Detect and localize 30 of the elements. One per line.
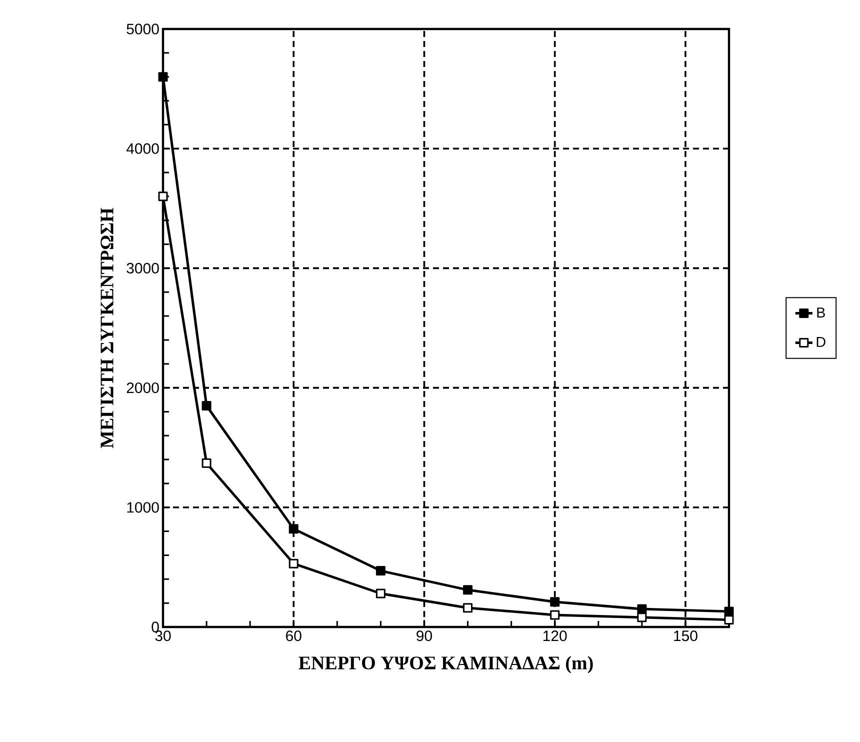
point — [158, 72, 168, 82]
point — [550, 597, 560, 607]
y-tick-label: 2000 — [126, 382, 159, 394]
y-tick-label: 5000 — [126, 24, 159, 34]
y-tick-label: 3000 — [126, 262, 159, 274]
legend-label: B — [817, 308, 825, 318]
point — [376, 566, 386, 576]
y-axis-title: ΜΕΓΙΣΤΗ ΣΥΓΚΕΝΤΡΩΣΗ — [100, 208, 114, 448]
x-axis-title: ΕΝΕΡΓΟ ΥΨΟΣ ΚΑΜΙΝΑΔΑΣ (m) — [298, 656, 593, 674]
point — [463, 585, 473, 595]
point — [158, 192, 168, 202]
x-tick-label: 90 — [416, 630, 432, 642]
x-tick-label: 150 — [674, 630, 698, 642]
point — [202, 458, 212, 468]
y-tick-label: 4000 — [126, 143, 159, 154]
point — [202, 400, 212, 410]
x-tick-label: 30 — [155, 630, 171, 642]
point — [463, 603, 473, 613]
point — [724, 606, 734, 616]
y-tick-label: 1000 — [127, 502, 159, 513]
point — [376, 588, 386, 598]
point — [550, 610, 560, 620]
x-tick-label: 60 — [286, 630, 302, 642]
x-tick-label: 120 — [543, 630, 567, 642]
point — [637, 612, 647, 622]
point — [288, 558, 298, 568]
y-tick-label: 0 — [152, 622, 159, 632]
point — [724, 615, 734, 625]
point — [288, 524, 298, 534]
legend-label: D — [816, 336, 826, 347]
